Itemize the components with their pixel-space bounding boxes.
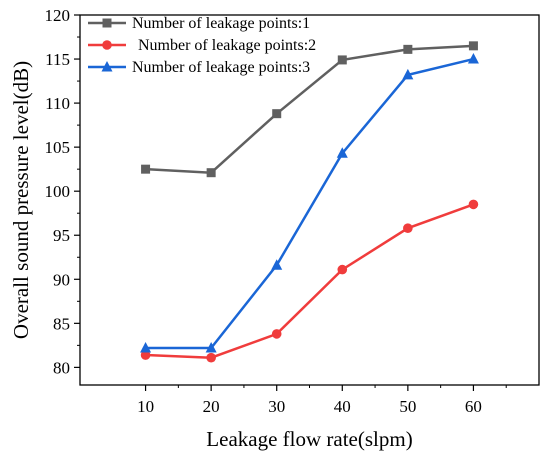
y-tick-label: 80 — [53, 358, 70, 377]
y-tick-label: 115 — [45, 50, 70, 69]
data-point — [272, 109, 282, 119]
legend-label: Number of leakage points:3 — [132, 59, 310, 76]
x-tick-label: 10 — [137, 397, 154, 416]
legend-item-2: Number of leakage points:2 — [88, 37, 316, 54]
x-tick-label: 50 — [399, 397, 416, 416]
y-tick-label: 100 — [45, 182, 71, 201]
series-line — [145, 57, 474, 350]
data-point — [206, 352, 216, 363]
data-point — [337, 55, 347, 65]
series-3 — [140, 53, 479, 353]
data-point — [337, 264, 348, 275]
legend-marker — [102, 18, 112, 28]
legend-label: Number of leakage points:1 — [132, 15, 310, 32]
data-point — [403, 223, 413, 233]
data-point — [467, 53, 479, 64]
x-tick-label: 40 — [334, 397, 351, 416]
y-tick-label: 120 — [45, 6, 71, 25]
x-axis-title: Leakage flow rate(slpm) — [206, 427, 412, 451]
data-point — [206, 168, 216, 178]
data-point — [403, 44, 413, 54]
y-tick-label: 105 — [45, 138, 71, 157]
y-tick-label: 95 — [53, 226, 70, 245]
data-point — [271, 259, 283, 270]
y-tick-label: 85 — [53, 314, 70, 333]
y-axis: 80 85 90 95 100 105 110 115 120 — [45, 6, 80, 377]
y-tick-label: 110 — [45, 94, 70, 113]
y-axis-title: Overall sound pressure level(dB) — [9, 61, 33, 339]
data-point — [271, 329, 282, 339]
data-point — [468, 199, 479, 210]
legend: Number of leakage points:1 Number of leak… — [88, 15, 316, 76]
x-tick-label: 20 — [203, 397, 220, 416]
data-point — [140, 350, 151, 360]
series-layer — [140, 41, 479, 363]
legend-item-3: Number of leakage points:3 — [88, 59, 310, 76]
series-line — [145, 44, 474, 174]
series-line — [145, 203, 474, 359]
y-tick-label: 90 — [53, 270, 70, 289]
data-point — [468, 41, 478, 51]
data-point — [140, 342, 152, 353]
legend-label: Number of leakage points:2 — [138, 37, 316, 54]
x-axis: 10 20 30 40 50 60 — [137, 385, 507, 416]
legend-marker — [102, 40, 112, 50]
x-tick-label: 30 — [268, 397, 285, 416]
data-point — [336, 147, 348, 158]
data-point — [402, 68, 414, 80]
x-tick-label: 60 — [465, 397, 482, 416]
data-point — [141, 164, 151, 174]
data-point — [205, 342, 217, 353]
series-1 — [141, 41, 478, 178]
series-2 — [140, 199, 479, 363]
legend-item-1: Number of leakage points:1 — [88, 15, 310, 32]
legend-marker — [101, 61, 113, 72]
